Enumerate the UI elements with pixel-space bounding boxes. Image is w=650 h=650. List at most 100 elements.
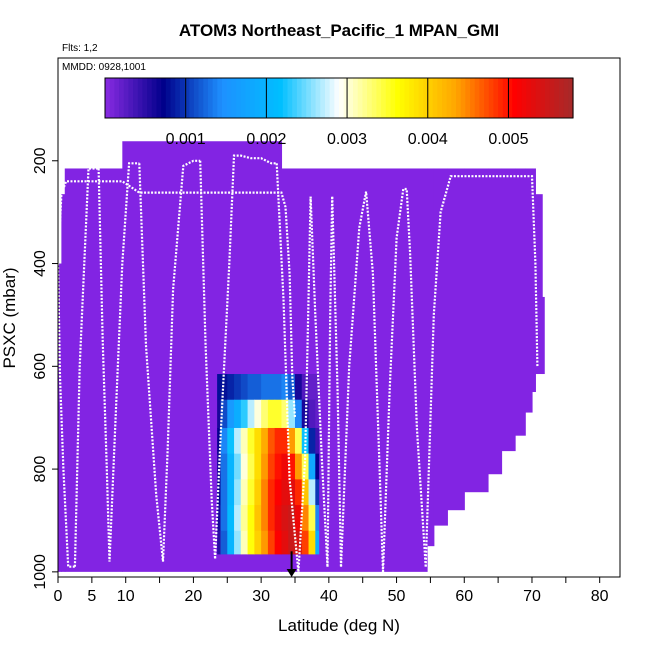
colorbar-swatch	[399, 78, 406, 118]
fill-region	[515, 168, 526, 436]
colorbar-swatch	[413, 78, 420, 118]
colorbar-swatch	[512, 78, 518, 118]
fill-region	[447, 168, 465, 511]
heatmap-cell	[217, 479, 222, 506]
colorbar-swatch	[324, 78, 331, 118]
colorbar-swatch	[296, 78, 303, 118]
x-tick-label: 50	[388, 588, 406, 605]
heatmap-cell	[288, 453, 296, 480]
y-tick-label: 1000	[32, 554, 49, 590]
y-tick-label: 800	[32, 456, 49, 483]
x-axis-label: Latitude (deg N)	[278, 616, 400, 635]
colorbar-swatch	[381, 78, 387, 118]
colorbar-swatch	[193, 78, 200, 118]
heatmap-cell	[274, 374, 282, 401]
colorbar-swatch	[184, 78, 190, 118]
colorbar-swatch	[320, 78, 326, 118]
heatmap-cell	[308, 374, 316, 401]
fill-region	[542, 296, 545, 375]
colorbar-swatch	[460, 78, 466, 118]
heatmap-cell	[315, 399, 320, 429]
colorbar-swatch	[343, 78, 349, 118]
colorbar-swatch	[306, 78, 312, 118]
heatmap-cell	[261, 479, 269, 506]
heatmap-cell	[261, 374, 269, 401]
colorbar-swatch	[339, 78, 345, 118]
colorbar-swatch	[329, 78, 335, 118]
colorbar-swatch	[236, 78, 242, 118]
heatmap-cell	[281, 530, 289, 555]
heatmap-cell	[254, 374, 262, 401]
heatmap-cell	[261, 505, 269, 532]
colorbar-swatch	[367, 78, 373, 118]
x-tick-label: 20	[185, 588, 203, 605]
x-tick-label: 80	[591, 588, 609, 605]
heatmap-cell	[240, 530, 249, 555]
heatmap-cell	[308, 505, 316, 532]
flight-track	[97, 162, 140, 562]
colorbar-swatch	[530, 78, 537, 118]
flight-track	[138, 159, 201, 562]
heatmap-cell	[288, 505, 296, 532]
heatmap-cell	[294, 479, 303, 506]
date-annotation: MMDD: 0928,1001	[62, 62, 146, 73]
colorbar-swatch	[540, 78, 546, 118]
heatmap-cell	[240, 453, 249, 480]
x-tick-label: 70	[523, 588, 541, 605]
colorbar-swatch	[558, 78, 565, 118]
colorbar-tick-label: 0.001	[166, 131, 206, 148]
colorbar-swatch	[479, 78, 485, 118]
colorbar-swatch	[165, 78, 172, 118]
colorbar-swatch	[427, 78, 434, 118]
colorbar-swatch	[217, 78, 223, 118]
colorbar-swatch	[418, 78, 424, 118]
colorbar-swatch	[362, 78, 368, 118]
heatmap-cell	[288, 530, 296, 555]
colorbar-swatch	[254, 78, 261, 118]
colorbar-swatch	[554, 78, 560, 118]
heatmap-cell	[240, 505, 249, 532]
heatmap-cell	[308, 479, 316, 506]
y-tick-label: 200	[32, 147, 49, 174]
flight-track	[309, 196, 329, 567]
heatmap-cell	[217, 427, 222, 455]
y-axis: 200 400 600 800 1000	[32, 147, 58, 590]
colorbar-swatch	[507, 78, 513, 118]
heatmap-cell	[220, 505, 228, 532]
colorbar-swatch	[175, 78, 181, 118]
colorbar-swatch	[240, 78, 246, 118]
colorbar-swatch	[231, 78, 237, 118]
heatmap-cell	[315, 479, 320, 506]
flight-tracks	[58, 154, 539, 573]
colorbar-swatch	[245, 78, 251, 118]
heatmap-cell	[294, 374, 303, 401]
colorbar-swatch	[549, 78, 555, 118]
heatmap-cell	[247, 453, 255, 480]
colorbar-swatch	[156, 78, 162, 118]
colorbar-swatch	[105, 78, 111, 118]
heatmap-cell	[247, 530, 255, 555]
colorbar-swatch	[179, 78, 186, 118]
heatmap-cell	[220, 479, 228, 506]
colorbar-swatch	[334, 78, 340, 118]
colorbar-swatch	[488, 78, 495, 118]
heatmap-cell	[261, 399, 269, 429]
heatmap-cell	[274, 453, 282, 480]
heatmap-cell	[267, 530, 276, 555]
colorbar-swatch	[119, 78, 125, 118]
heatmap-cell	[247, 427, 255, 455]
colorbar-swatch	[516, 78, 523, 118]
fill-region	[535, 194, 543, 375]
colorbar-swatch	[441, 78, 448, 118]
flight-track	[58, 263, 75, 568]
colorbar-swatch	[259, 78, 265, 118]
colorbar-swatch	[568, 78, 574, 118]
colorbar-swatch	[133, 78, 139, 118]
colorbar-swatch	[404, 78, 410, 118]
heatmap-cell	[240, 399, 249, 429]
heatmap-cell	[217, 374, 222, 401]
colorbar-swatch	[292, 78, 298, 118]
heatmap-cell	[247, 505, 255, 532]
heatmap-cell	[261, 453, 269, 480]
heatmap-cell	[301, 530, 310, 555]
